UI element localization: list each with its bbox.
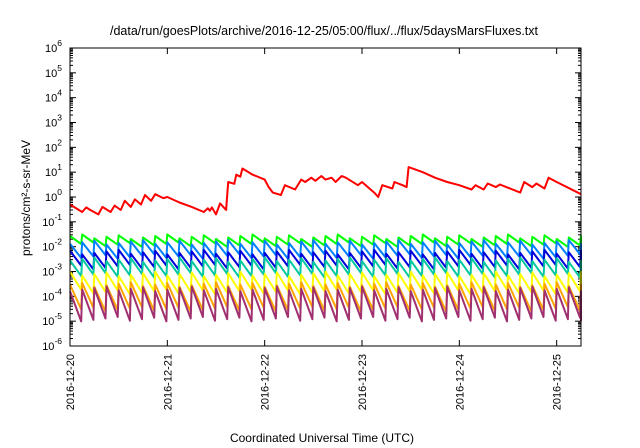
y-tick-label: 104 (45, 88, 62, 105)
x-axis-label: Coordinated Universal Time (UTC) (230, 431, 414, 445)
series-line (69, 285, 582, 323)
plot-area (69, 166, 582, 323)
y-tick-label: 101 (45, 162, 62, 179)
y-tick-label: 105 (45, 63, 62, 80)
x-tick-label: 2016-12-21 (162, 354, 174, 410)
chart-title: /data/run/goesPlots/archive/2016-12-25/0… (110, 24, 539, 38)
y-tick-label: 102 (45, 137, 62, 154)
y-axis: 10-6 10-5 10-4 10-3 10-2 10-1 100 101 102 103 104 1… (42, 38, 581, 353)
x-tick-label: 2016-12-22 (260, 354, 272, 410)
x-tick-label: 2016-12-23 (357, 354, 369, 410)
y-tick-label: 100 (45, 187, 62, 204)
y-tick-label: 10-5 (42, 311, 62, 328)
plot-frame (69, 47, 582, 347)
series-line (69, 248, 582, 271)
y-tick-label: 10-3 (42, 262, 62, 279)
series-line (69, 233, 582, 248)
series-line (69, 239, 582, 260)
y-tick-label: 106 (45, 38, 62, 55)
x-tick-label: 2016-12-20 (65, 354, 77, 410)
y-axis-label: protons/cm²-s-sr-MeV (19, 140, 33, 256)
x-tick-label: 2016-12-24 (454, 354, 466, 410)
y-tick-label: 10-6 (42, 336, 62, 353)
series-line (69, 166, 582, 216)
y-tick-label: 103 (45, 113, 62, 130)
y-tick-label: 10-2 (42, 237, 62, 254)
y-tick-label: 10-4 (42, 286, 62, 303)
x-tick-label: 2016-12-25 (552, 354, 564, 410)
series-line (69, 256, 582, 279)
x-axis: 2016-12-20 2016-12-21 2016-12-22 2016-12-23… (65, 48, 564, 410)
series-line (69, 270, 582, 296)
y-tick-label: 10-1 (42, 212, 62, 229)
series-line (69, 281, 582, 313)
